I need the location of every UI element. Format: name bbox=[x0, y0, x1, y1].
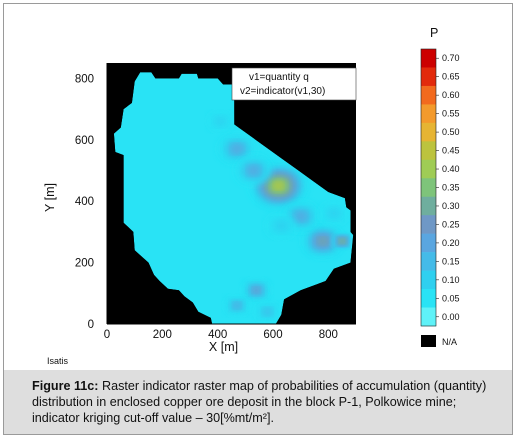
colorbar-label: 0.40 bbox=[442, 164, 460, 174]
colorbar-swatch bbox=[421, 178, 436, 198]
hotspot-10-level-4 bbox=[233, 302, 241, 309]
caption-label: Figure 11c: bbox=[32, 379, 99, 393]
y-tick-label: 400 bbox=[75, 196, 94, 208]
y-tick-label: 200 bbox=[75, 258, 94, 270]
x-axis-label: X [m] bbox=[209, 340, 238, 354]
colorbar-label: 0.15 bbox=[442, 256, 460, 266]
hotspot-2-level-4 bbox=[230, 144, 244, 154]
software-tag: Isatis bbox=[47, 356, 69, 366]
hotspot-3-level-4 bbox=[247, 165, 260, 176]
colorbar-swatch bbox=[421, 104, 436, 124]
colorbar-swatch bbox=[421, 85, 436, 105]
hotspot-12-level-2 bbox=[326, 207, 342, 220]
colorbar: P 0.70 0.65 0.60 0.55 0.50 0.45 0.40 0.35 0.30 0.… bbox=[420, 26, 460, 347]
colorbar-swatch bbox=[421, 67, 436, 87]
colorbar-swatch bbox=[421, 49, 436, 68]
legend-line-2: v2=indicator(v1,30) bbox=[240, 86, 325, 97]
colorbar-swatch bbox=[421, 159, 436, 179]
colorbar-swatch bbox=[421, 122, 436, 142]
colorbar-label: 0.55 bbox=[442, 109, 460, 119]
x-tick-label: 200 bbox=[153, 329, 172, 341]
colorbar-swatch bbox=[421, 141, 436, 161]
colorbar-label: 0.20 bbox=[442, 238, 460, 248]
x-tick-label: 400 bbox=[208, 329, 227, 341]
hotspot-1-level-9 bbox=[274, 182, 284, 190]
hotspot-11-level-3 bbox=[262, 307, 273, 316]
legend: v1=quantity q v2=indicator(v1,30) bbox=[231, 67, 357, 101]
probability-map-chart: 0 200 400 600 800 0 200 400 600 800 X [m] Y [m] v1=… bbox=[43, 26, 460, 366]
colorbar-swatch bbox=[421, 233, 436, 253]
colorbar-swatch bbox=[421, 196, 436, 216]
colorbar-swatch bbox=[421, 270, 436, 290]
y-tick-label: 0 bbox=[88, 319, 94, 331]
x-tick-label: 800 bbox=[319, 329, 338, 341]
x-tick-label: 0 bbox=[104, 329, 110, 341]
hotspot-5-level-6 bbox=[318, 237, 328, 245]
legend-line-1: v1=quantity q bbox=[249, 72, 309, 83]
caption-text: Raster indicator raster map of probabili… bbox=[32, 379, 487, 425]
probability-field bbox=[113, 72, 354, 324]
figure-area: 0 200 400 600 800 0 200 400 600 800 X [m] Y [m] v1=… bbox=[4, 4, 512, 370]
x-tick-label: 600 bbox=[263, 329, 282, 341]
colorbar-title: P bbox=[430, 26, 438, 40]
colorbar-label: 0.65 bbox=[442, 72, 460, 82]
hotspot-4-level-2 bbox=[213, 115, 228, 127]
colorbar-label: 0.50 bbox=[442, 127, 460, 137]
hotspot-6-level-8 bbox=[340, 239, 344, 243]
hotspot-7-level-4 bbox=[294, 211, 307, 222]
na-label: N/A bbox=[442, 337, 457, 347]
colorbar-label: 0.05 bbox=[442, 293, 460, 303]
y-axis-label: Y [m] bbox=[43, 183, 57, 212]
colorbar-swatch bbox=[421, 289, 436, 308]
data-extent bbox=[113, 72, 354, 324]
colorbar-label: 0.70 bbox=[442, 53, 460, 63]
colorbar-label: 0.25 bbox=[442, 219, 460, 229]
colorbar-label: 0.00 bbox=[442, 312, 460, 322]
legend-box bbox=[231, 67, 357, 101]
colorbar-label: 0.30 bbox=[442, 201, 460, 211]
axes: 0 200 400 600 800 0 200 400 600 800 X [m] Y [m] bbox=[43, 63, 356, 354]
hotspot-9-level-5 bbox=[252, 287, 261, 294]
colorbar-swatch bbox=[421, 252, 436, 271]
na-swatch bbox=[421, 335, 436, 347]
colorbar-swatch bbox=[421, 307, 436, 327]
colorbar-label: 0.45 bbox=[442, 146, 460, 156]
hotspot-8-level-2 bbox=[272, 218, 291, 233]
colorbar-label: 0.35 bbox=[442, 183, 460, 193]
colorbar-swatch bbox=[421, 215, 436, 234]
figure-caption: Figure 11c: Raster indicator raster map … bbox=[4, 370, 512, 434]
colorbar-label: 0.60 bbox=[442, 90, 460, 100]
y-tick-label: 800 bbox=[75, 73, 94, 85]
colorbar-label: 0.10 bbox=[442, 275, 460, 285]
y-tick-label: 600 bbox=[75, 135, 94, 147]
